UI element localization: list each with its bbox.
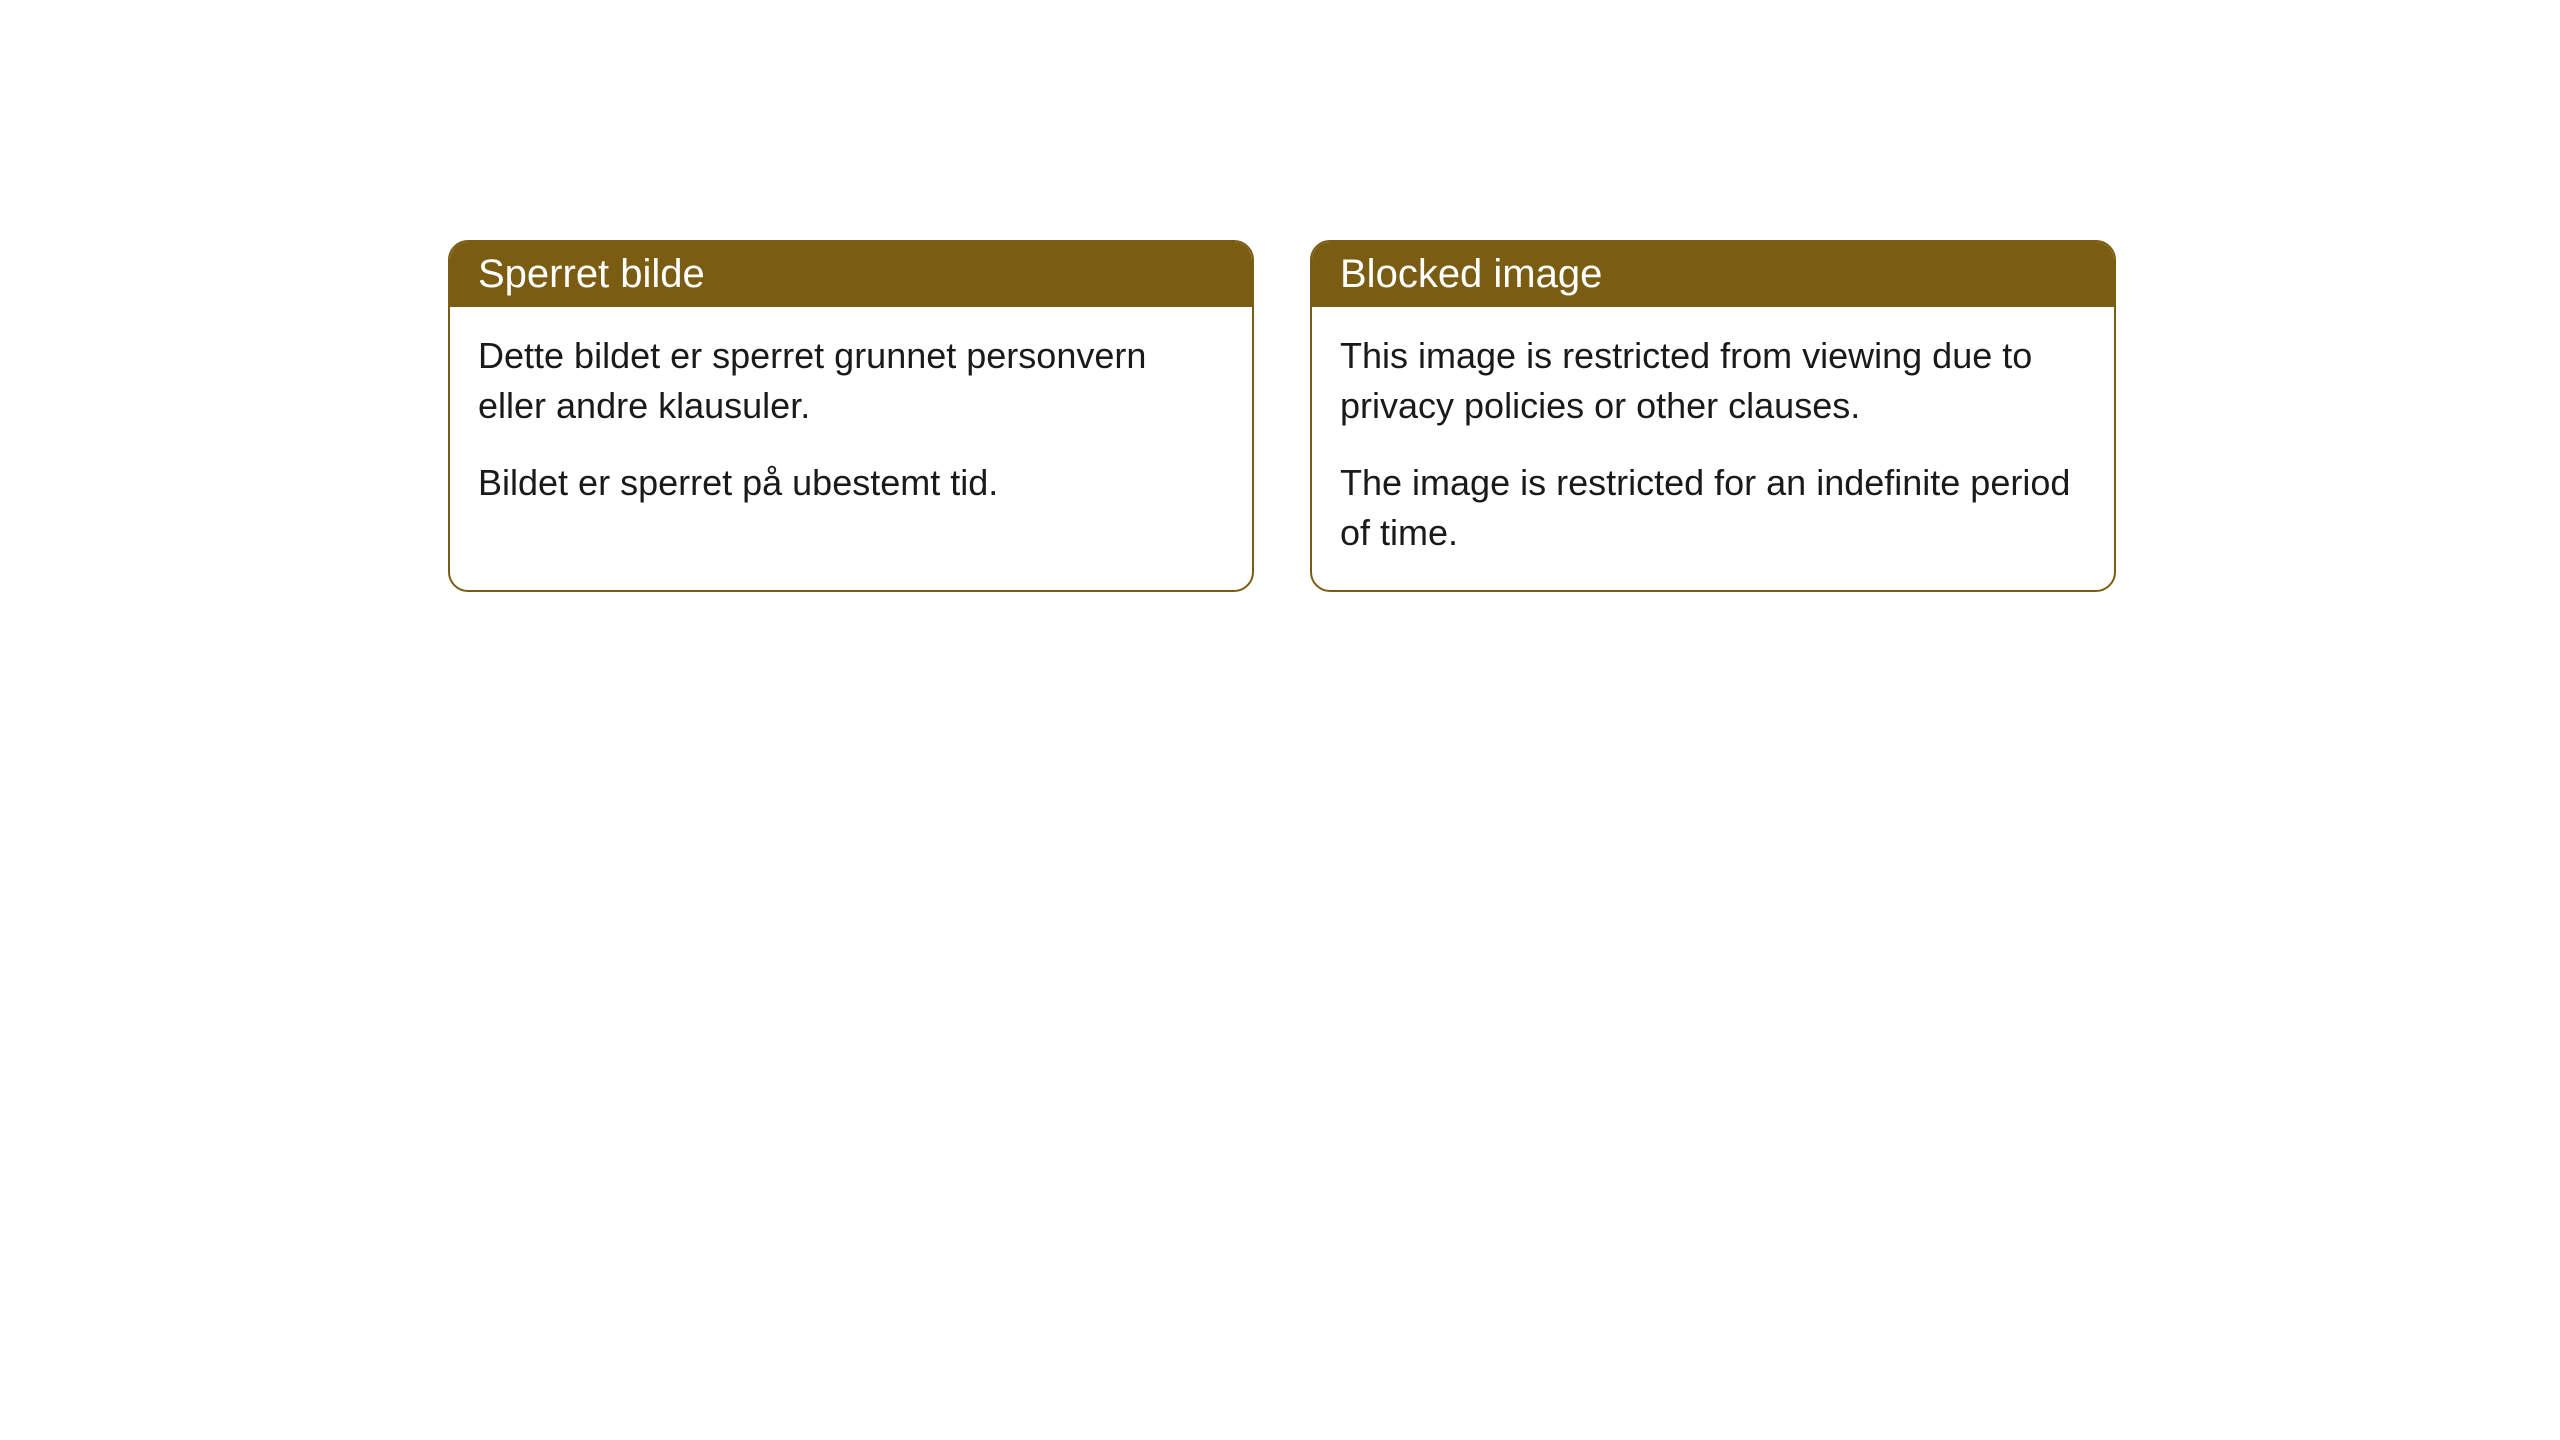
card-text-no-2: Bildet er sperret på ubestemt tid. xyxy=(478,458,1224,508)
notice-cards-container: Sperret bilde Dette bildet er sperret gr… xyxy=(448,240,2116,592)
card-body-en: This image is restricted from viewing du… xyxy=(1312,307,2114,590)
card-body-no: Dette bildet er sperret grunnet personve… xyxy=(450,307,1252,540)
card-header-no: Sperret bilde xyxy=(450,242,1252,307)
card-title-no: Sperret bilde xyxy=(478,252,705,296)
card-text-en-1: This image is restricted from viewing du… xyxy=(1340,331,2086,430)
blocked-image-card-no: Sperret bilde Dette bildet er sperret gr… xyxy=(448,240,1254,592)
card-header-en: Blocked image xyxy=(1312,242,2114,307)
card-text-no-1: Dette bildet er sperret grunnet personve… xyxy=(478,331,1224,430)
blocked-image-card-en: Blocked image This image is restricted f… xyxy=(1310,240,2116,592)
card-text-en-2: The image is restricted for an indefinit… xyxy=(1340,458,2086,557)
card-title-en: Blocked image xyxy=(1340,252,1602,296)
